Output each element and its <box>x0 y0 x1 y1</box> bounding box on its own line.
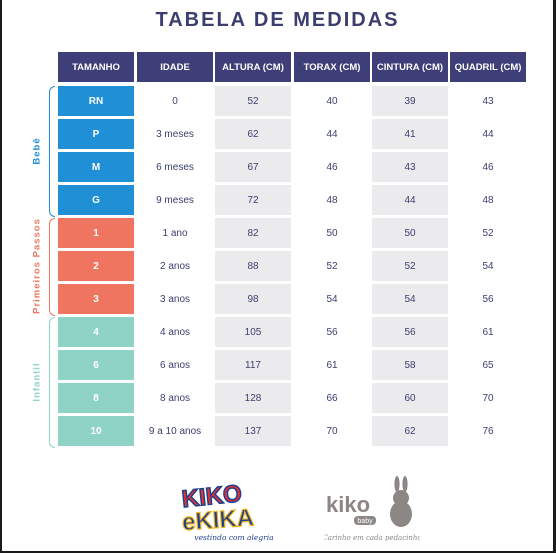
svg-text:baby: baby <box>357 518 373 525</box>
altura-cell: 82 <box>215 218 291 248</box>
torax-cell: 70 <box>294 416 370 446</box>
header-torax: TORAX (CM) <box>294 52 370 82</box>
idade-cell: 9 a 10 anos <box>137 416 213 446</box>
group-bracket <box>49 218 55 316</box>
idade-cell: 1 ano <box>137 218 213 248</box>
group-label: Primeiros Passos <box>31 218 43 314</box>
cintura-cell: 54 <box>372 284 448 314</box>
size-cell: RN <box>58 86 134 116</box>
quadril-cell: 43 <box>450 86 526 116</box>
cintura-cell: 43 <box>372 152 448 182</box>
size-cell: M <box>58 152 134 182</box>
quadril-cell: 44 <box>450 119 526 149</box>
cintura-cell: 60 <box>372 383 448 413</box>
svg-text:kiko: kiko <box>326 492 370 517</box>
idade-cell: 8 anos <box>137 383 213 413</box>
cintura-cell: 52 <box>372 251 448 281</box>
quadril-cell: 54 <box>450 251 526 281</box>
size-cell: 3 <box>58 284 134 314</box>
header-idade: IDADE <box>137 52 213 82</box>
size-cell: P <box>58 119 134 149</box>
cintura-cell: 58 <box>372 350 448 380</box>
idade-cell: 6 anos <box>137 350 213 380</box>
altura-cell: 67 <box>215 152 291 182</box>
kiko-e-kika-logo: KIKO eKIKA vestindo com alegria <box>180 479 274 542</box>
quadril-cell: 76 <box>450 416 526 446</box>
size-cell: 4 <box>58 317 134 347</box>
header-cintura: CINTURA (CM) <box>372 52 448 82</box>
idade-cell: 4 anos <box>137 317 213 347</box>
cintura-cell: 39 <box>372 86 448 116</box>
idade-cell: 3 anos <box>137 284 213 314</box>
torax-cell: 52 <box>294 251 370 281</box>
altura-cell: 72 <box>215 185 291 215</box>
svg-text:eKIKA: eKIKA <box>181 504 255 536</box>
group-bracket <box>49 317 55 448</box>
idade-cell: 0 <box>137 86 213 116</box>
cintura-cell: 62 <box>372 416 448 446</box>
size-cell: 2 <box>58 251 134 281</box>
group-bracket <box>49 86 55 217</box>
quadril-cell: 65 <box>450 350 526 380</box>
size-cell: 10 <box>58 416 134 446</box>
torax-cell: 66 <box>294 383 370 413</box>
torax-cell: 56 <box>294 317 370 347</box>
cintura-cell: 50 <box>372 218 448 248</box>
quadril-cell: 56 <box>450 284 526 314</box>
idade-cell: 9 meses <box>137 185 213 215</box>
svg-text:KIKO: KIKO <box>181 480 243 513</box>
idade-cell: 6 meses <box>137 152 213 182</box>
torax-cell: 61 <box>294 350 370 380</box>
torax-cell: 44 <box>294 119 370 149</box>
header-quadril: QUADRIL (CM) <box>450 52 526 82</box>
torax-cell: 46 <box>294 152 370 182</box>
quadril-cell: 48 <box>450 185 526 215</box>
torax-cell: 40 <box>294 86 370 116</box>
torax-cell: 48 <box>294 185 370 215</box>
quadril-cell: 46 <box>450 152 526 182</box>
altura-cell: 88 <box>215 251 291 281</box>
torax-cell: 54 <box>294 284 370 314</box>
svg-text:vestindo com alegria: vestindo com alegria <box>194 533 273 542</box>
idade-cell: 3 meses <box>137 119 213 149</box>
quadril-cell: 61 <box>450 317 526 347</box>
kiko-baby-logo: kiko baby Carinho em cada pedacinho <box>324 476 420 542</box>
svg-text:Carinho em cada pedacinho: Carinho em cada pedacinho <box>324 534 420 542</box>
size-cell: G <box>58 185 134 215</box>
altura-cell: 128 <box>215 383 291 413</box>
size-cell: 1 <box>58 218 134 248</box>
page-title: TABELA DE MEDIDAS <box>155 9 400 31</box>
cintura-cell: 41 <box>372 119 448 149</box>
size-cell: 6 <box>58 350 134 380</box>
altura-cell: 98 <box>215 284 291 314</box>
cintura-cell: 56 <box>372 317 448 347</box>
group-label: Bebê <box>31 136 43 165</box>
quadril-cell: 52 <box>450 218 526 248</box>
size-cell: 8 <box>58 383 134 413</box>
cintura-cell: 44 <box>372 185 448 215</box>
altura-cell: 62 <box>215 119 291 149</box>
altura-cell: 137 <box>215 416 291 446</box>
altura-cell: 105 <box>215 317 291 347</box>
idade-cell: 2 anos <box>137 251 213 281</box>
header-altura: ALTURA (CM) <box>215 52 291 82</box>
header-tamanho: TAMANHO <box>58 52 134 82</box>
group-label: Infantil <box>31 361 43 402</box>
torax-cell: 50 <box>294 218 370 248</box>
quadril-cell: 70 <box>450 383 526 413</box>
altura-cell: 117 <box>215 350 291 380</box>
altura-cell: 52 <box>215 86 291 116</box>
